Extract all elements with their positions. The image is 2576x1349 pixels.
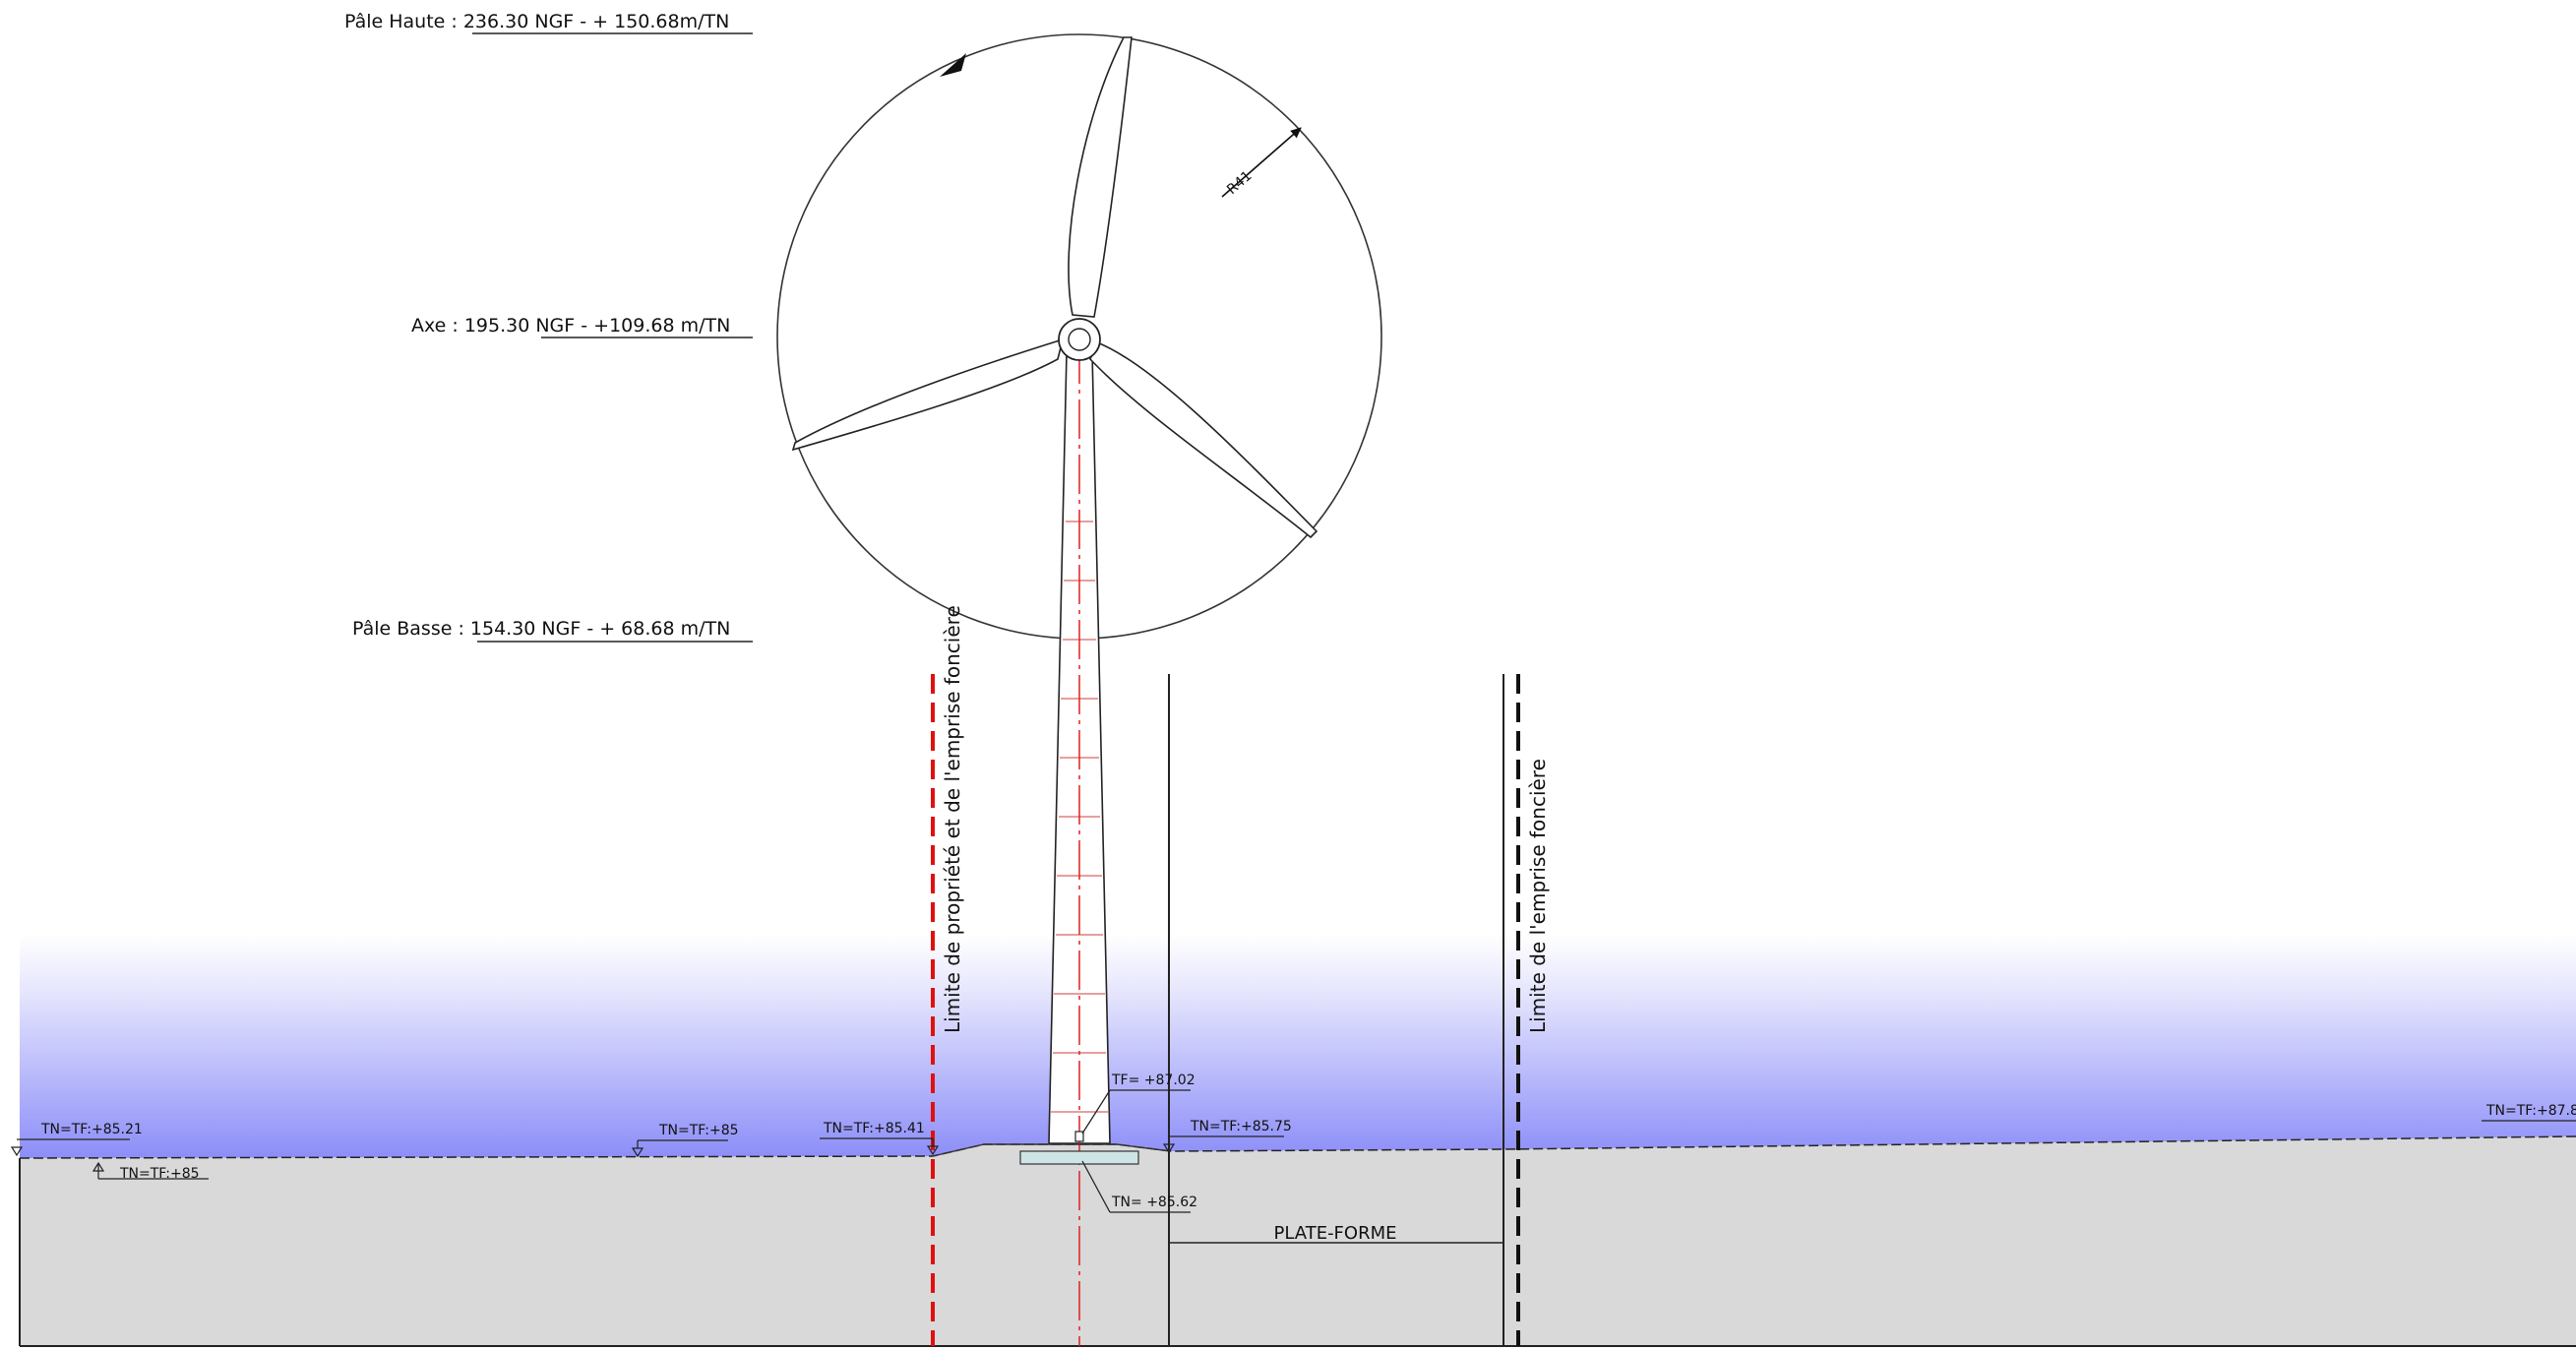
ground-point-2: TN=TF:+85 — [92, 1161, 209, 1182]
svg-text:TN=TF:+85: TN=TF:+85 — [119, 1166, 200, 1182]
svg-text:TN=TF:+85: TN=TF:+85 — [658, 1123, 739, 1138]
foundation-tf-annotation: TF= +87.02 — [1081, 1073, 1196, 1134]
svg-text:TN=TF:+87.86: TN=TF:+87.86 — [2485, 1103, 2576, 1119]
foundation-marker-icon — [1074, 1131, 1084, 1142]
foundation-slope — [932, 1143, 1172, 1157]
sky-band — [20, 935, 2576, 1161]
foundation-base — [1019, 1150, 1139, 1165]
svg-text:TN=TF:+85.41: TN=TF:+85.41 — [823, 1121, 925, 1136]
ground-point-6: TN=TF:+87.86 — [2482, 1103, 2576, 1122]
rotation-arrow-icon — [940, 53, 966, 77]
platform-label: PLATE-FORME — [1273, 1223, 1396, 1244]
ground-section — [20, 1136, 2576, 1346]
svg-text:TN=TF:+85.21: TN=TF:+85.21 — [40, 1122, 143, 1137]
rotor-hub-inner — [1068, 328, 1091, 351]
ground-point-4: TN=TF:+85.41 — [820, 1121, 940, 1156]
ground-point-5: TN=TF:+85.75 — [1162, 1119, 1292, 1154]
blade-right — [1089, 340, 1319, 539]
blade-left — [791, 337, 1065, 452]
ground-point-3: TN=TF:+85 — [631, 1123, 739, 1158]
blade-top — [1068, 36, 1133, 318]
level-hub-axis-label: Axe : 195.30 NGF - +109.68 m/TN — [411, 315, 730, 337]
svg-text:TN= +85.62: TN= +85.62 — [1111, 1195, 1197, 1210]
land-limit-label: Limite de l'emprise foncière — [1526, 759, 1550, 1033]
svg-text:TN=TF:+85.75: TN=TF:+85.75 — [1190, 1119, 1292, 1134]
radius-dimension-line — [1221, 127, 1302, 198]
property-limit-label: Limite de propriété et de l'emprise fonc… — [941, 605, 964, 1033]
foundation-tn-annotation: TN= +85.62 — [1081, 1160, 1197, 1213]
ground-point-1: TN=TF:+85.21 — [10, 1122, 143, 1157]
svg-text:TF= +87.02: TF= +87.02 — [1111, 1073, 1196, 1088]
level-blade-top-label: Pâle Haute : 236.30 NGF - + 150.68m/TN — [344, 11, 729, 32]
level-blade-bottom-label: Pâle Basse : 154.30 NGF - + 68.68 m/TN — [352, 618, 730, 640]
